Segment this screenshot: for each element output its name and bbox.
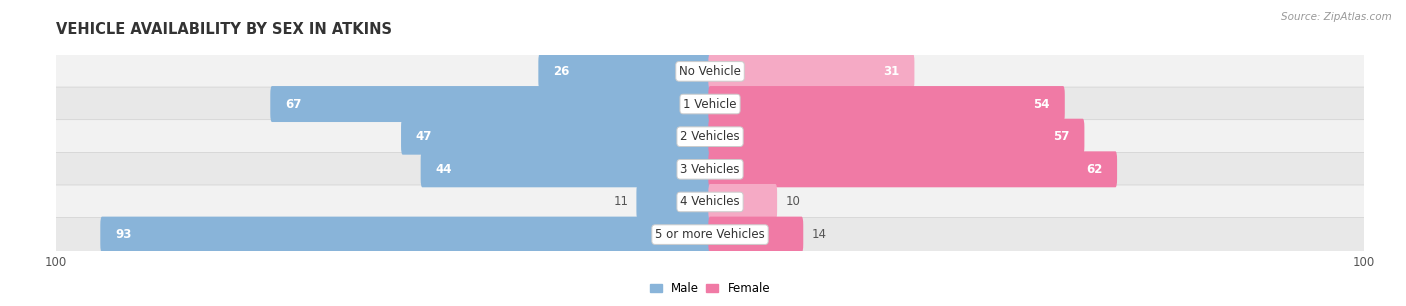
FancyBboxPatch shape [420,151,711,187]
Text: 67: 67 [285,98,301,110]
FancyBboxPatch shape [53,185,1367,219]
FancyBboxPatch shape [538,54,711,89]
FancyBboxPatch shape [709,86,1064,122]
FancyBboxPatch shape [709,54,914,89]
FancyBboxPatch shape [709,217,803,252]
Text: 26: 26 [553,65,569,78]
Text: 93: 93 [115,228,131,241]
FancyBboxPatch shape [709,184,778,220]
Text: 62: 62 [1085,163,1102,176]
Text: 14: 14 [811,228,827,241]
Text: 44: 44 [436,163,451,176]
FancyBboxPatch shape [53,54,1367,88]
FancyBboxPatch shape [637,184,711,220]
Text: 31: 31 [883,65,900,78]
Text: 1 Vehicle: 1 Vehicle [683,98,737,110]
Text: 4 Vehicles: 4 Vehicles [681,196,740,208]
Text: 57: 57 [1053,130,1070,143]
Text: 47: 47 [416,130,432,143]
Text: 3 Vehicles: 3 Vehicles [681,163,740,176]
Text: 54: 54 [1033,98,1050,110]
Text: VEHICLE AVAILABILITY BY SEX IN ATKINS: VEHICLE AVAILABILITY BY SEX IN ATKINS [56,22,392,37]
FancyBboxPatch shape [709,151,1118,187]
Text: 10: 10 [785,196,800,208]
FancyBboxPatch shape [401,119,711,155]
Text: 2 Vehicles: 2 Vehicles [681,130,740,143]
Text: Source: ZipAtlas.com: Source: ZipAtlas.com [1281,12,1392,22]
FancyBboxPatch shape [100,217,711,252]
FancyBboxPatch shape [709,119,1084,155]
Text: 5 or more Vehicles: 5 or more Vehicles [655,228,765,241]
Text: No Vehicle: No Vehicle [679,65,741,78]
FancyBboxPatch shape [53,218,1367,252]
FancyBboxPatch shape [53,152,1367,186]
FancyBboxPatch shape [53,87,1367,121]
FancyBboxPatch shape [270,86,711,122]
Text: 11: 11 [613,196,628,208]
Legend: Male, Female: Male, Female [645,278,775,300]
FancyBboxPatch shape [53,120,1367,154]
